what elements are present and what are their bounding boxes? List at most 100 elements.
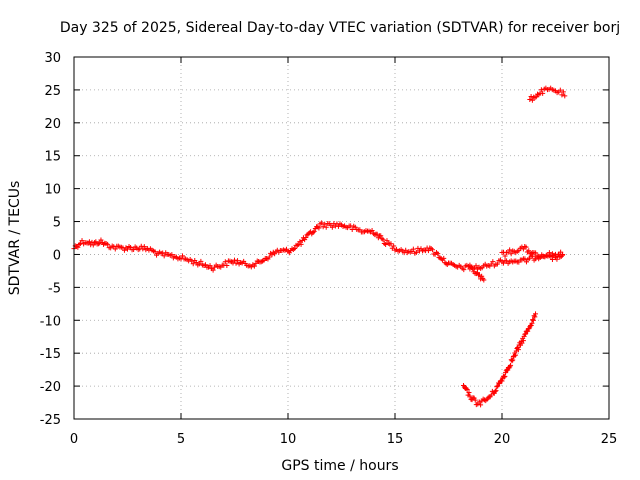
data-point [508,251,514,257]
data-point [560,89,566,95]
data-point [112,246,118,252]
data-point [464,386,470,392]
data-point [540,90,546,96]
plot-border [73,56,610,420]
data-point [266,254,272,260]
data-point [510,357,516,363]
y-tick-label: 15 [44,150,61,165]
data-point [233,260,239,266]
data-point [461,267,467,273]
data-point [391,243,397,249]
data-point [509,358,515,364]
data-point [410,246,416,252]
plot-frame [73,56,610,420]
x-tick-label: 20 [494,432,511,447]
data-point [515,347,521,353]
data-point [496,381,502,387]
data-point [508,362,514,368]
data-point [429,247,435,253]
y-tick-label: 20 [44,117,61,132]
data-point [311,228,317,234]
data-point [97,240,103,246]
data-point [533,250,539,256]
data-point [141,244,147,250]
data-point [554,256,560,262]
y-tick-label: -20 [40,380,61,395]
data-point [538,87,544,93]
data-point [329,224,335,230]
y-tick-label: -15 [40,347,61,362]
data-point [530,317,536,323]
data-point [299,238,305,244]
axis-ticks: 0 5 10 15 20 25 -25 -20 -15 -10 -5 0 5 10 15 20 25 30 [40,51,618,447]
data-point [222,259,228,265]
data-point [131,246,137,252]
data-point [481,277,487,283]
series-positive-arc [527,85,568,103]
data-point [196,261,202,267]
data-point [520,246,526,252]
x-tick-label: 10 [280,432,297,447]
x-tick-label: 15 [387,432,404,447]
y-tick-label: 0 [53,248,61,263]
data-point [522,256,528,262]
data-point [490,259,496,265]
data-point [79,238,85,244]
data-point [369,227,375,233]
data-point [467,393,473,399]
data-point [559,92,565,98]
data-point [555,251,561,257]
data-point [349,226,355,232]
data-point [479,273,485,279]
data-point [86,239,92,245]
data-point [303,234,309,240]
data-point [413,249,419,255]
data-point [533,94,539,100]
data-point [466,389,472,395]
data-point [562,93,568,99]
data-point [472,397,478,403]
data-point [161,253,167,259]
data-point [269,252,275,258]
data-point [476,399,482,405]
data-point [323,224,329,230]
data-point [190,261,196,267]
y-axis-label: SDTVAR / TECUs [7,181,23,296]
data-point [492,388,498,394]
data-point [75,244,81,250]
data-point [378,233,384,239]
data-point [523,331,529,337]
data-point [525,328,531,334]
y-tick-label: 10 [44,183,61,198]
data-point [520,338,526,344]
series-negative-arc [460,311,539,408]
data-point [560,252,566,258]
data-point [425,248,431,254]
data-point [548,254,554,260]
data-point [513,352,519,358]
data-point [207,263,213,269]
data-point [530,317,536,323]
data-point [501,374,507,380]
data-point [198,258,204,264]
x-axis-label: GPS time / hours [281,458,398,474]
y-tick-label: 5 [53,216,61,231]
data-point [180,253,186,259]
data-point [529,320,535,326]
data-point [502,373,508,379]
data-point [388,241,394,247]
data-point [549,256,555,262]
data-points [71,85,568,408]
data-point [292,246,298,252]
x-tick-label: 5 [177,432,185,447]
data-point [478,402,484,408]
data-point [506,365,512,371]
y-tick-label: -25 [40,413,61,428]
data-point [380,237,386,243]
data-point [105,241,111,247]
data-point [297,239,303,245]
data-point [298,241,304,247]
data-point [232,257,237,263]
